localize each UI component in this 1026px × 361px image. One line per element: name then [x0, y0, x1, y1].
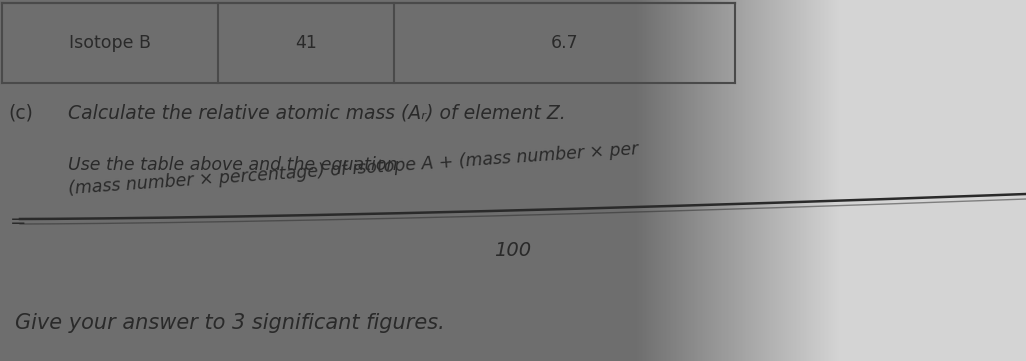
Text: Calculate the relative atomic mass (Aᵣ) of element Z.: Calculate the relative atomic mass (Aᵣ) …: [68, 104, 565, 122]
Text: (mass number × percentage) of isotope A + (mass number × per: (mass number × percentage) of isotope A …: [68, 140, 639, 198]
Text: 6.7: 6.7: [551, 34, 579, 52]
Text: Give your answer to 3 significant figures.: Give your answer to 3 significant figure…: [15, 313, 444, 333]
Text: 41: 41: [295, 34, 317, 52]
Text: (c): (c): [8, 104, 33, 122]
Text: Isotope B: Isotope B: [69, 34, 151, 52]
Text: 100: 100: [495, 242, 531, 261]
Text: =: =: [10, 212, 27, 231]
Text: Use the table above and the equation: Use the table above and the equation: [68, 156, 397, 174]
